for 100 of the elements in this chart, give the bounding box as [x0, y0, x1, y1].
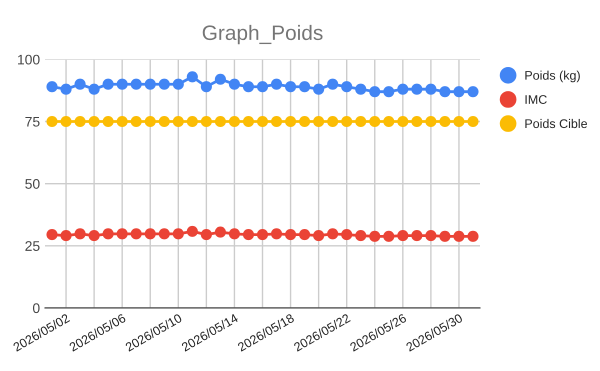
point — [130, 228, 142, 240]
point — [144, 78, 156, 90]
point — [327, 228, 338, 240]
point — [313, 230, 324, 242]
point — [214, 226, 226, 238]
y-tick-label: 0 — [32, 303, 40, 314]
point — [341, 229, 352, 240]
point — [186, 116, 198, 128]
point — [74, 228, 86, 240]
point — [228, 228, 240, 240]
point — [102, 116, 114, 128]
point — [270, 78, 282, 90]
point — [397, 84, 408, 95]
point — [242, 229, 254, 240]
point — [383, 86, 394, 98]
point — [327, 116, 338, 128]
point — [453, 116, 465, 128]
point — [256, 81, 268, 92]
point — [200, 229, 212, 240]
point — [425, 84, 436, 95]
point — [60, 116, 72, 128]
point — [285, 116, 296, 128]
point — [172, 78, 184, 90]
point — [299, 81, 310, 92]
point — [60, 84, 72, 95]
point — [228, 116, 240, 128]
point — [60, 230, 72, 242]
point — [242, 116, 254, 128]
point — [88, 84, 100, 95]
point — [397, 116, 408, 128]
point — [453, 86, 465, 98]
y-tick-label: 100 — [18, 54, 40, 65]
point — [88, 116, 100, 128]
point — [74, 116, 86, 128]
point — [228, 78, 240, 90]
legend-label: IMC — [526, 95, 547, 104]
point — [116, 78, 128, 90]
point — [453, 230, 465, 242]
legend-label: Poids (kg) — [525, 70, 580, 82]
point — [467, 230, 479, 242]
point — [355, 116, 366, 128]
point — [411, 116, 422, 128]
point — [411, 230, 422, 242]
point — [158, 116, 170, 128]
point — [355, 84, 366, 95]
point — [186, 71, 198, 82]
point — [144, 228, 156, 240]
point — [425, 230, 436, 242]
point — [439, 86, 450, 98]
point — [270, 116, 282, 128]
point — [116, 116, 128, 128]
point — [158, 228, 170, 240]
point — [200, 116, 212, 128]
point — [172, 228, 184, 240]
chart-title: Graph_Poids — [202, 24, 323, 44]
point — [130, 78, 142, 90]
point — [46, 116, 58, 128]
point — [256, 229, 268, 240]
point — [88, 230, 100, 242]
point — [313, 116, 324, 128]
point — [355, 230, 366, 242]
point — [242, 81, 254, 92]
point — [285, 81, 296, 92]
point — [102, 228, 114, 240]
point — [313, 84, 324, 95]
point — [214, 74, 226, 85]
point — [158, 78, 170, 90]
point — [467, 116, 479, 128]
point — [369, 230, 380, 242]
point — [130, 116, 142, 128]
legend-label: Poids Cible — [525, 118, 588, 128]
point — [256, 116, 268, 128]
point — [285, 229, 296, 240]
point — [397, 230, 408, 242]
point — [439, 116, 450, 128]
y-tick-label: 25 — [25, 241, 40, 251]
point — [299, 116, 310, 128]
point — [467, 86, 479, 98]
point — [186, 226, 198, 237]
point — [116, 228, 128, 240]
y-tick-label: 75 — [25, 116, 40, 127]
point — [327, 78, 338, 90]
point — [200, 81, 212, 92]
point — [74, 78, 86, 90]
point — [341, 116, 352, 128]
point — [439, 230, 450, 242]
point — [299, 229, 310, 240]
point — [46, 81, 58, 92]
y-tick-label: 50 — [25, 178, 40, 189]
point — [369, 116, 380, 128]
point — [214, 116, 226, 128]
point — [383, 116, 394, 128]
point — [102, 78, 114, 90]
point — [341, 81, 352, 92]
point — [46, 229, 58, 240]
point — [369, 86, 380, 98]
point — [411, 84, 422, 95]
point — [144, 116, 156, 128]
point — [270, 228, 282, 240]
point — [383, 230, 394, 242]
